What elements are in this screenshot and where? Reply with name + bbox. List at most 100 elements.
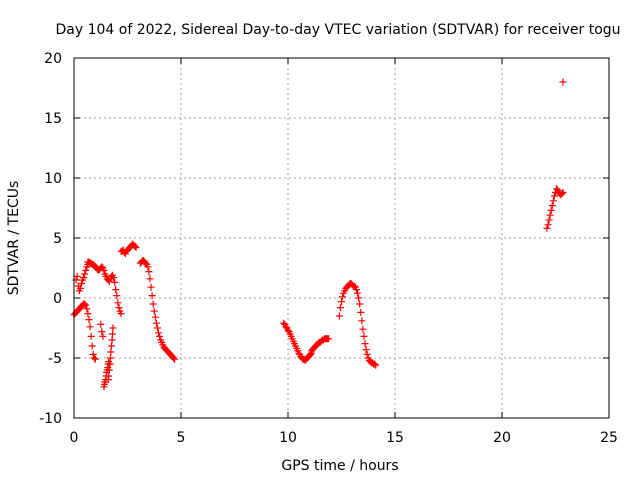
data-point-marker xyxy=(153,324,161,332)
y-axis-label: SDTVAR / TECUs xyxy=(6,181,22,296)
data-point-marker xyxy=(356,300,364,308)
y-tick-label: -10 xyxy=(39,411,62,427)
x-tick-label: 5 xyxy=(177,430,186,446)
y-tick-label: 10 xyxy=(44,171,62,187)
data-point-marker xyxy=(371,360,379,368)
data-point-marker xyxy=(553,185,561,193)
data-point-marker xyxy=(142,259,150,267)
data-point-marker xyxy=(81,300,89,308)
data-point-marker xyxy=(106,360,114,368)
y-tick-label: 0 xyxy=(53,291,62,307)
data-point-marker xyxy=(352,286,360,294)
data-point-marker xyxy=(150,307,158,315)
data-point-marker xyxy=(325,335,333,343)
data-point-marker xyxy=(545,216,553,224)
data-point-marker xyxy=(109,330,117,338)
x-tick-label: 10 xyxy=(279,430,297,446)
data-point-marker xyxy=(355,294,363,302)
data-point-marker xyxy=(117,310,125,318)
data-point-marker xyxy=(81,270,89,278)
data-point-marker xyxy=(546,211,554,219)
data-point-marker xyxy=(171,355,179,363)
data-point-marker xyxy=(107,348,115,356)
data-point-marker xyxy=(82,301,90,309)
data-point-marker xyxy=(110,274,118,282)
chart-title: Day 104 of 2022, Sidereal Day-to-day VTE… xyxy=(55,22,620,38)
data-point-marker xyxy=(99,332,107,340)
data-point-marker xyxy=(112,286,120,294)
data-point-marker xyxy=(113,292,121,300)
data-point-marker xyxy=(362,346,370,354)
data-point-marker xyxy=(87,332,95,340)
data-point-marker xyxy=(544,221,552,229)
data-point-marker xyxy=(106,354,114,362)
data-point-marker xyxy=(100,266,108,274)
data-point-marker xyxy=(550,192,558,200)
data-point-marker xyxy=(339,293,347,301)
data-point-marker xyxy=(144,263,152,271)
data-point-marker xyxy=(98,263,106,271)
data-point-marker xyxy=(280,319,288,327)
data-point-marker xyxy=(148,292,156,300)
data-points xyxy=(70,78,567,391)
x-tick-label: 20 xyxy=(493,430,511,446)
data-point-marker xyxy=(147,283,155,291)
data-point-marker xyxy=(151,313,159,321)
data-point-marker xyxy=(146,275,154,283)
data-point-marker xyxy=(295,349,303,357)
data-point-marker xyxy=(83,305,91,313)
data-point-marker xyxy=(90,354,98,362)
data-point-marker xyxy=(85,316,93,324)
data-point-marker xyxy=(115,304,123,312)
data-point-marker xyxy=(86,323,94,331)
x-tick-label: 0 xyxy=(70,430,79,446)
x-tick-label: 15 xyxy=(386,430,404,446)
data-point-marker xyxy=(548,202,556,210)
data-point-marker xyxy=(73,272,81,280)
data-point-marker xyxy=(282,323,290,331)
data-point-marker xyxy=(354,289,362,297)
data-point-marker xyxy=(108,336,116,344)
data-point-marker xyxy=(145,268,153,276)
y-tick-label: 5 xyxy=(53,231,62,247)
data-point-marker xyxy=(543,224,551,232)
data-point-marker xyxy=(105,372,113,380)
plot-frame xyxy=(73,57,610,419)
data-point-marker xyxy=(360,332,368,340)
data-point-marker xyxy=(109,324,117,332)
x-tick-label: 25 xyxy=(600,430,618,446)
data-point-marker xyxy=(131,242,139,250)
data-point-marker xyxy=(107,342,115,350)
data-point-marker xyxy=(105,366,113,374)
data-point-marker xyxy=(77,280,85,288)
data-point-marker xyxy=(88,342,96,350)
data-point-marker xyxy=(114,299,122,307)
data-point-marker xyxy=(372,361,380,369)
data-point-marker xyxy=(155,329,163,337)
y-tick-label: 20 xyxy=(44,51,62,67)
data-point-marker xyxy=(76,284,84,292)
data-point-marker xyxy=(111,278,119,286)
data-point-marker xyxy=(338,298,345,306)
data-point-marker xyxy=(363,350,371,358)
data-point-marker xyxy=(549,197,557,205)
data-point-marker xyxy=(559,78,567,86)
data-point-marker xyxy=(149,300,157,308)
x-axis-label: GPS time / hours xyxy=(281,458,398,474)
data-point-marker xyxy=(335,312,343,320)
data-point-marker xyxy=(559,188,567,196)
data-point-marker xyxy=(97,320,105,328)
data-point-marker xyxy=(170,354,178,362)
data-point-marker xyxy=(84,310,92,318)
data-point-marker xyxy=(306,350,314,358)
data-point-marker xyxy=(336,304,344,312)
data-point-marker xyxy=(358,317,366,325)
data-point-marker xyxy=(82,266,90,274)
data-point-marker xyxy=(152,319,160,327)
data-point-marker xyxy=(359,325,367,333)
data-point-marker xyxy=(80,274,88,282)
data-point-marker xyxy=(156,332,164,340)
data-point-marker xyxy=(91,355,99,363)
data-point-marker xyxy=(132,244,140,252)
